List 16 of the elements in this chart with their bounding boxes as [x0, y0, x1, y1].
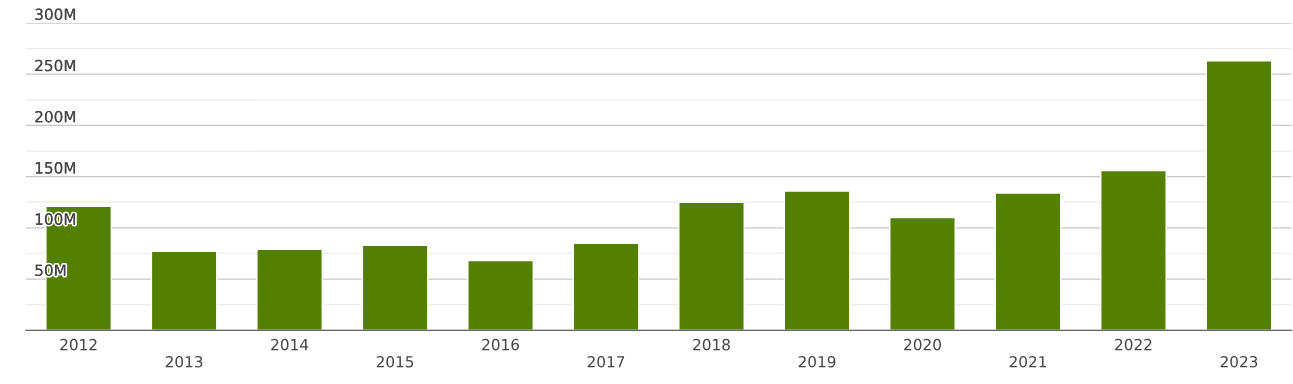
x-tick-label: 2020 [904, 338, 941, 351]
x-tick-label: 2012 [60, 338, 97, 351]
y-tick-label: 250M [35, 59, 76, 72]
x-tick-label: 2022 [1115, 338, 1152, 351]
y-tick-label: 150M [35, 162, 76, 174]
x-tick-label: 2013 [165, 355, 203, 368]
y-tick-label: 300M [35, 8, 76, 21]
x-tick-label: 2015 [376, 355, 414, 368]
x-tick-label: 2019 [798, 355, 836, 368]
x-tick-label: 2018 [693, 338, 730, 351]
y-tick-label: 200M [35, 110, 76, 123]
x-tick-label: 2014 [271, 338, 309, 351]
x-tick-label: 2021 [1009, 355, 1047, 368]
x-tick-label: 2016 [482, 338, 520, 351]
x-tick-label: 2023 [1220, 355, 1258, 368]
x-tick-label: 2017 [587, 355, 625, 368]
